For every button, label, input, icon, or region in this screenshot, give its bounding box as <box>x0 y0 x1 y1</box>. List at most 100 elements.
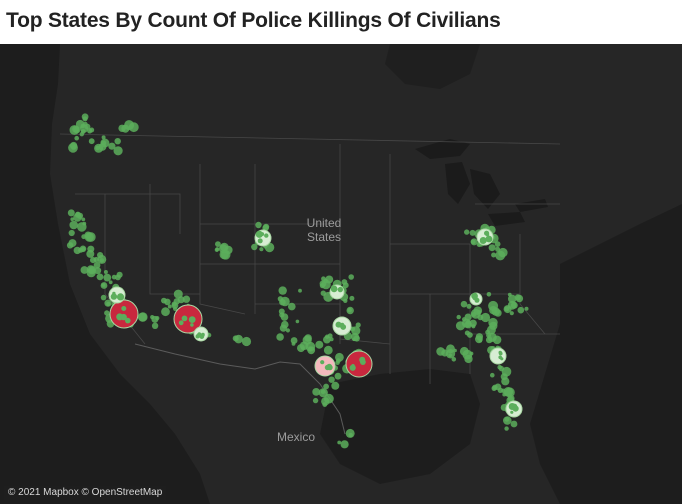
city-marker-small[interactable] <box>351 364 355 368</box>
city-marker-small[interactable] <box>495 250 506 261</box>
city-marker-small[interactable] <box>70 217 74 221</box>
city-marker-small[interactable] <box>167 304 172 309</box>
city-marker-small[interactable] <box>66 242 74 249</box>
city-marker-small[interactable] <box>255 221 262 229</box>
city-marker-small[interactable] <box>281 320 289 329</box>
city-marker-high[interactable] <box>345 350 373 378</box>
city-marker-small[interactable] <box>340 440 349 449</box>
city-marker-small[interactable] <box>72 125 80 133</box>
city-marker-small[interactable] <box>334 372 342 380</box>
city-marker-small[interactable] <box>82 116 88 122</box>
city-marker-small[interactable] <box>94 143 104 153</box>
city-marker-small[interactable] <box>312 388 321 396</box>
city-marker-high[interactable] <box>173 304 203 334</box>
city-marker-small[interactable] <box>466 303 472 309</box>
city-marker-small[interactable] <box>451 357 457 362</box>
city-marker-small[interactable] <box>173 289 183 299</box>
city-marker-small[interactable] <box>321 276 326 281</box>
city-marker-small[interactable] <box>99 258 105 263</box>
city-marker-small[interactable] <box>507 300 517 310</box>
city-marker-small[interactable] <box>509 311 514 316</box>
city-marker-small[interactable] <box>331 381 340 390</box>
city-marker-small[interactable] <box>76 212 84 219</box>
city-marker-small[interactable] <box>85 232 96 242</box>
city-marker-small[interactable] <box>190 323 194 327</box>
city-marker-small[interactable] <box>77 222 87 232</box>
city-marker-small[interactable] <box>504 426 509 431</box>
city-marker-small[interactable] <box>510 410 514 414</box>
city-marker-small[interactable] <box>164 298 171 306</box>
city-marker-small[interactable] <box>279 298 286 306</box>
city-marker-small[interactable] <box>90 257 97 264</box>
city-marker-small[interactable] <box>312 397 319 404</box>
city-marker-small[interactable] <box>101 140 107 146</box>
city-marker-small[interactable] <box>290 337 298 344</box>
city-marker-small[interactable] <box>517 306 525 314</box>
city-marker-small[interactable] <box>507 395 515 402</box>
city-marker-small[interactable] <box>340 324 347 330</box>
city-marker-small[interactable] <box>234 334 243 344</box>
city-marker-small[interactable] <box>501 377 510 386</box>
city-marker-small[interactable] <box>328 376 335 383</box>
city-marker-small[interactable] <box>103 270 108 274</box>
city-marker-small[interactable] <box>489 306 498 315</box>
city-marker-small[interactable] <box>325 334 330 339</box>
city-marker-small[interactable] <box>278 286 287 295</box>
city-marker-small[interactable] <box>473 306 483 316</box>
city-marker-small[interactable] <box>337 440 342 445</box>
city-marker-small[interactable] <box>349 295 355 301</box>
city-marker-small[interactable] <box>492 384 498 390</box>
city-marker-small[interactable] <box>81 217 86 222</box>
city-marker-small[interactable] <box>486 325 496 335</box>
city-marker-small[interactable] <box>321 397 330 406</box>
city-marker-small[interactable] <box>315 340 324 349</box>
city-marker-medium[interactable] <box>314 355 336 377</box>
city-marker-low[interactable] <box>489 347 507 365</box>
city-marker-small[interactable] <box>110 293 118 300</box>
city-marker-small[interactable] <box>173 298 180 305</box>
city-marker-small[interactable] <box>79 245 87 253</box>
city-marker-small[interactable] <box>101 283 106 287</box>
city-marker-small[interactable] <box>113 146 123 156</box>
city-marker-small[interactable] <box>352 337 356 342</box>
city-marker-small[interactable] <box>319 280 327 287</box>
city-marker-small[interactable] <box>335 321 342 328</box>
city-marker-small[interactable] <box>112 291 116 296</box>
city-marker-small[interactable] <box>341 279 348 285</box>
city-marker-small[interactable] <box>257 238 263 244</box>
city-marker-small[interactable] <box>188 316 196 323</box>
city-marker-small[interactable] <box>510 420 518 428</box>
city-marker-small[interactable] <box>320 389 326 395</box>
city-marker-small[interactable] <box>441 349 449 357</box>
city-marker-small[interactable] <box>504 306 510 312</box>
city-marker-small[interactable] <box>470 239 476 245</box>
city-marker-small[interactable] <box>348 432 353 438</box>
city-marker-small[interactable] <box>325 275 334 284</box>
city-marker-small[interactable] <box>524 306 529 311</box>
city-marker-small[interactable] <box>485 235 493 243</box>
map-view[interactable]: United States Mexico © 2021 Mapbox © Ope… <box>0 44 682 504</box>
city-marker-small[interactable] <box>197 332 202 337</box>
city-marker-small[interactable] <box>495 246 501 252</box>
city-marker-small[interactable] <box>155 316 160 321</box>
city-marker-small[interactable] <box>88 138 95 145</box>
city-marker-small[interactable] <box>469 351 474 356</box>
city-marker-small[interactable] <box>486 292 492 297</box>
city-marker-small[interactable] <box>304 334 312 342</box>
city-marker-small[interactable] <box>86 249 95 258</box>
map-attribution[interactable]: © 2021 Mapbox © OpenStreetMap <box>4 486 167 500</box>
city-marker-small[interactable] <box>121 306 127 311</box>
city-marker-small[interactable] <box>94 267 102 275</box>
city-marker-small[interactable] <box>263 223 270 230</box>
city-marker-small[interactable] <box>298 288 302 293</box>
city-marker-small[interactable] <box>138 312 148 322</box>
city-marker-small[interactable] <box>320 360 325 365</box>
city-marker-small[interactable] <box>106 301 111 307</box>
city-marker-small[interactable] <box>485 232 490 237</box>
city-marker-small[interactable] <box>355 322 361 328</box>
city-marker-small[interactable] <box>93 261 101 269</box>
city-marker-small[interactable] <box>475 335 483 344</box>
city-marker-small[interactable] <box>201 332 205 337</box>
city-marker-small[interactable] <box>69 220 78 230</box>
city-marker-small[interactable] <box>276 333 284 341</box>
